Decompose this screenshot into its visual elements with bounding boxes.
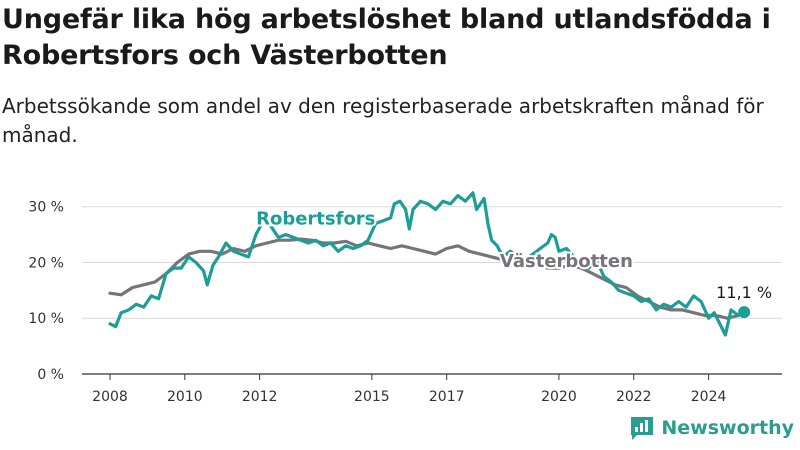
brand-name: Newsworthy (661, 417, 794, 439)
x-tick-label: 2020 (541, 389, 577, 405)
series-line-vasterbotten (108, 237, 746, 320)
series-labels: Robertsfors Västerbotten 11,1 % (254, 207, 772, 319)
x-tick-label: 2022 (616, 389, 652, 405)
series-label-vasterbotten: Västerbotten (500, 251, 633, 272)
x-tick-label: 2015 (354, 389, 390, 405)
x-tick-label: 2012 (242, 389, 278, 405)
y-tick-label: 0 % (37, 367, 64, 383)
series-label-robertsfors: Robertsfors (256, 209, 375, 230)
chart-subtitle: Arbetssökande som andel av den registerb… (2, 94, 764, 147)
series-lines (108, 191, 746, 337)
newsworthy-brand: Newsworthy (629, 414, 794, 442)
chart-title: Ungefär lika hög arbetslöshet bland utla… (2, 4, 771, 71)
bar-chart-logo-icon (631, 417, 654, 440)
last-value-marker (738, 306, 751, 319)
axes: 0 % 10 % 20 % 30 % 2008 2010 2012 2015 2017 2020 2… (28, 200, 726, 405)
y-tick-label: 30 % (28, 200, 64, 216)
y-tick-label: 20 % (28, 255, 64, 271)
gridlines (82, 206, 782, 375)
y-tick-label: 10 % (28, 311, 64, 327)
x-tick-label: 2008 (92, 389, 128, 405)
x-tick-label: 2010 (167, 389, 203, 405)
last-value-label: 11,1 % (716, 283, 772, 302)
series-line-robertsfors (108, 191, 746, 337)
x-tick-label: 2017 (429, 389, 465, 405)
x-tick-label: 2024 (691, 389, 727, 405)
